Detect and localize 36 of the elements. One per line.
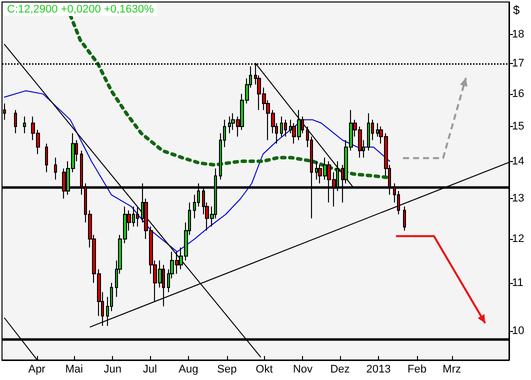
y-tick-label: 12: [512, 233, 524, 246]
x-tick-label: Feb: [408, 364, 427, 376]
candlestick: [228, 116, 231, 134]
y-tick-label: 15: [512, 120, 524, 132]
candlestick: [23, 116, 26, 134]
x-tick-label: Aug: [178, 364, 198, 376]
y-tick-label: 10: [512, 324, 524, 337]
x-tick-label: Mai: [65, 364, 83, 376]
x-tick-label: Nov: [292, 364, 313, 376]
x-tick-label: Dez: [330, 364, 350, 376]
x-tick-label: Okt: [256, 364, 273, 376]
x-tick-label: Sep: [217, 364, 237, 376]
candlestick: [367, 112, 370, 152]
candlestick: [54, 157, 57, 180]
candlestick: [162, 264, 165, 307]
candlestick: [136, 206, 139, 228]
chart-title: C:12,2900 +0,0200 +0,1630%: [7, 4, 154, 16]
x-tick-label: Jul: [142, 364, 157, 376]
candlestick: [14, 109, 17, 134]
y-tick-label: 14: [512, 155, 524, 168]
x-tick-label: Jun: [104, 364, 122, 376]
y-tick-label: 11: [512, 276, 524, 289]
y-tick-label: 13: [512, 192, 524, 205]
candlestick: [315, 160, 318, 180]
y-axis-title: $: [513, 3, 520, 17]
y-tick-label: 18: [512, 28, 524, 41]
candlestick: [403, 206, 406, 232]
x-tick-label: 2013: [366, 364, 391, 376]
x-tick-label: Apr: [28, 364, 46, 376]
line-series: [4, 90, 390, 252]
candlestick: [284, 119, 287, 138]
x-tick-label: Mrz: [442, 364, 461, 376]
y-tick-label: 17: [512, 57, 524, 70]
y-tick-label: 16: [512, 88, 524, 100]
candlestick: [45, 143, 48, 173]
candlestick: [280, 116, 283, 138]
